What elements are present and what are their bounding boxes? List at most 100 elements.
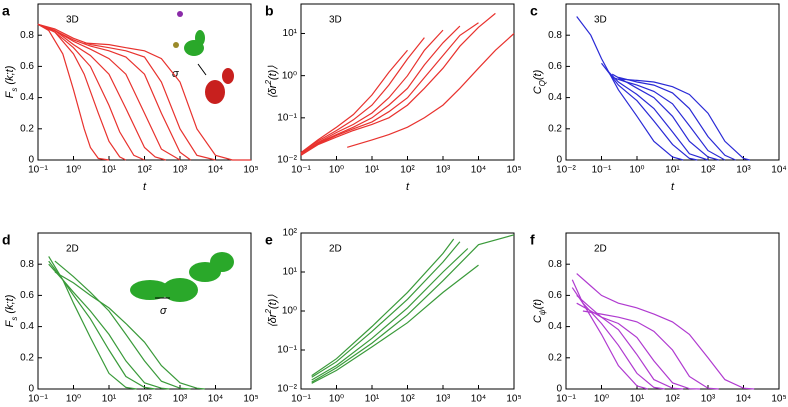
y-axis-label-part: s (10, 317, 19, 321)
data-line (37, 23, 192, 161)
data-line (576, 16, 684, 161)
x-axis-label: t (143, 181, 147, 193)
data-line (311, 264, 479, 384)
inset-particle (162, 278, 198, 302)
y-tick-label: 0.8 (548, 259, 562, 270)
y-axis-label-part: (t)⟩ (267, 294, 279, 309)
data-line (37, 23, 216, 161)
y-axis-label: CQ(t) (532, 69, 547, 94)
y-tick-label: 10⁻² (277, 384, 297, 395)
data-line (300, 22, 479, 156)
y-tick-label: 10⁰ (282, 70, 297, 81)
panel-label: e (265, 232, 273, 248)
y-tick-label: 0.2 (20, 123, 34, 134)
data-line (601, 62, 698, 161)
x-tick-label: 10³ (701, 394, 716, 405)
inset-label: σ (160, 305, 167, 317)
y-axis-label: ⟨δr2(t)⟩ (264, 294, 279, 328)
y-tick-label: 0.6 (548, 61, 562, 72)
y-axis-label-part: ⟨δr (267, 83, 279, 98)
x-tick-label: 10⁻¹ (28, 394, 48, 405)
y-axis-label-part: ⟨δr (267, 312, 279, 327)
x-tick-label: 10⁻¹ (592, 165, 612, 176)
inset-particle (130, 280, 170, 300)
y-axis-label-part: F (4, 319, 16, 327)
x-tick-label: 10⁴ (471, 165, 486, 176)
data-line (618, 78, 750, 161)
plot-frame (565, 3, 780, 161)
y-tick-label: 0.6 (20, 290, 34, 301)
data-line (84, 42, 251, 161)
data-line (576, 294, 684, 390)
y-tick-label: 0.6 (20, 61, 34, 72)
panel-label: f (530, 232, 535, 248)
x-tick-label: 10⁴ (208, 165, 223, 176)
x-tick-label: 10⁰ (329, 394, 344, 405)
x-tick-label: 10⁻¹ (556, 394, 576, 405)
y-tick-label: 0.8 (20, 259, 34, 270)
inset-particle (195, 30, 205, 46)
data-line (300, 25, 461, 155)
y-tick-label: 10⁻² (277, 155, 297, 166)
annotation: 2D (594, 244, 607, 255)
data-line (611, 73, 719, 161)
plot-frame (565, 232, 780, 390)
data-line (618, 76, 736, 161)
y-tick-label: 0.4 (548, 321, 562, 332)
x-tick-label: 10² (665, 394, 680, 405)
y-axis-label: ⟨δr2(t)⟩ (264, 65, 279, 99)
data-line (612, 76, 726, 161)
y-tick-label: 0.4 (20, 321, 34, 332)
y-axis-label-part: s (10, 88, 19, 92)
x-tick-label: 10⁰ (329, 165, 344, 176)
x-tick-label: 10³ (173, 394, 188, 405)
annotation: 3D (66, 15, 79, 26)
y-tick-label: 0.2 (20, 352, 34, 363)
data-line (311, 248, 469, 381)
y-tick-label: 0.8 (548, 30, 562, 41)
data-line (582, 310, 719, 390)
x-tick-label: 10⁵ (771, 394, 786, 405)
inset-2d (130, 252, 234, 302)
x-tick-label: 10⁻¹ (291, 165, 311, 176)
x-tick-label: 10⁰ (66, 394, 81, 405)
inset-particle (210, 252, 234, 272)
x-tick-label: 10¹ (365, 165, 380, 176)
x-tick-label: 10⁵ (506, 394, 521, 405)
inset-label: σ (172, 68, 179, 80)
y-tick-label: 0.6 (548, 290, 562, 301)
y-tick-label: 10⁰ (282, 306, 297, 317)
x-tick-label: 10⁴ (736, 394, 751, 405)
data-line (54, 260, 191, 390)
data-line (37, 23, 145, 161)
x-tick-label: 10⁴ (208, 394, 223, 405)
data-line (576, 273, 755, 390)
x-tick-label: 10⁵ (243, 165, 258, 176)
y-tick-label: 0.2 (548, 123, 562, 134)
y-axis-label-part: (k;t) (4, 65, 16, 87)
x-axis-label: t (406, 181, 410, 193)
x-tick-label: 10³ (173, 165, 188, 176)
y-tick-label: 0 (556, 384, 562, 395)
x-tick-label: 10⁰ (629, 165, 644, 176)
y-tick-label: 0.2 (548, 352, 562, 363)
data-line (311, 238, 455, 377)
inset-scale (197, 63, 207, 76)
x-tick-label: 10¹ (365, 394, 380, 405)
inset-particle (222, 68, 234, 84)
x-axis-label: t (671, 181, 675, 193)
data-line (300, 37, 425, 154)
y-tick-label: 0 (28, 384, 34, 395)
y-tick-label: 0.4 (548, 92, 562, 103)
y-axis-label: Cψ(t) (532, 299, 547, 324)
x-tick-label: 10¹ (102, 165, 117, 176)
data-line (37, 23, 110, 161)
data-line (311, 241, 461, 378)
y-axis-label-part: 2 (264, 309, 273, 315)
panel-label: a (2, 3, 10, 19)
y-tick-label: 10⁻¹ (277, 345, 297, 356)
y-axis-label-part: F (4, 90, 16, 98)
y-axis-label-part: (t) (532, 299, 544, 310)
annotation: 2D (66, 244, 79, 255)
